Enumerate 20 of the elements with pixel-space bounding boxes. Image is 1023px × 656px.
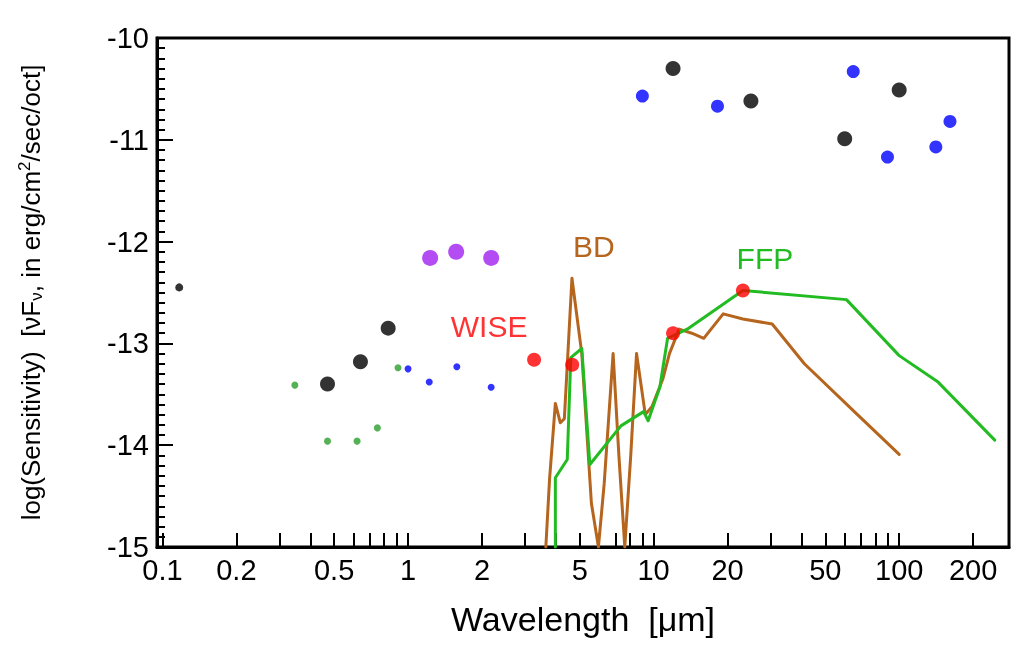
y-tick-label: -14 [107,429,149,462]
series-label: BD [573,229,615,263]
x-axis-title: Wavelength [μm] [451,600,715,638]
y-tick-label: -12 [107,225,149,258]
x-tick-label: 0.2 [216,553,257,586]
series-label: FFP [736,241,794,275]
x-tick-label: 200 [948,553,998,586]
x-tick-label: 20 [711,553,744,586]
y-tick-label: -11 [109,123,149,156]
x-tick-label: 50 [809,553,842,586]
series-label: WISE [450,310,528,344]
x-tick-label: 1 [399,553,417,586]
x-tick-label: 100 [874,553,924,586]
y-tick-label: -10 [107,22,149,54]
x-tick-label: 0.5 [313,553,355,586]
x-tick-label: 2 [473,553,491,586]
x-tick-label: 5 [571,553,588,586]
y-tick-label: -13 [107,327,149,360]
y-axis-title: log(Sensitivity) [νFν, in erg/cm2/sec/oct] [15,64,46,521]
x-tick-label: 10 [637,553,670,586]
